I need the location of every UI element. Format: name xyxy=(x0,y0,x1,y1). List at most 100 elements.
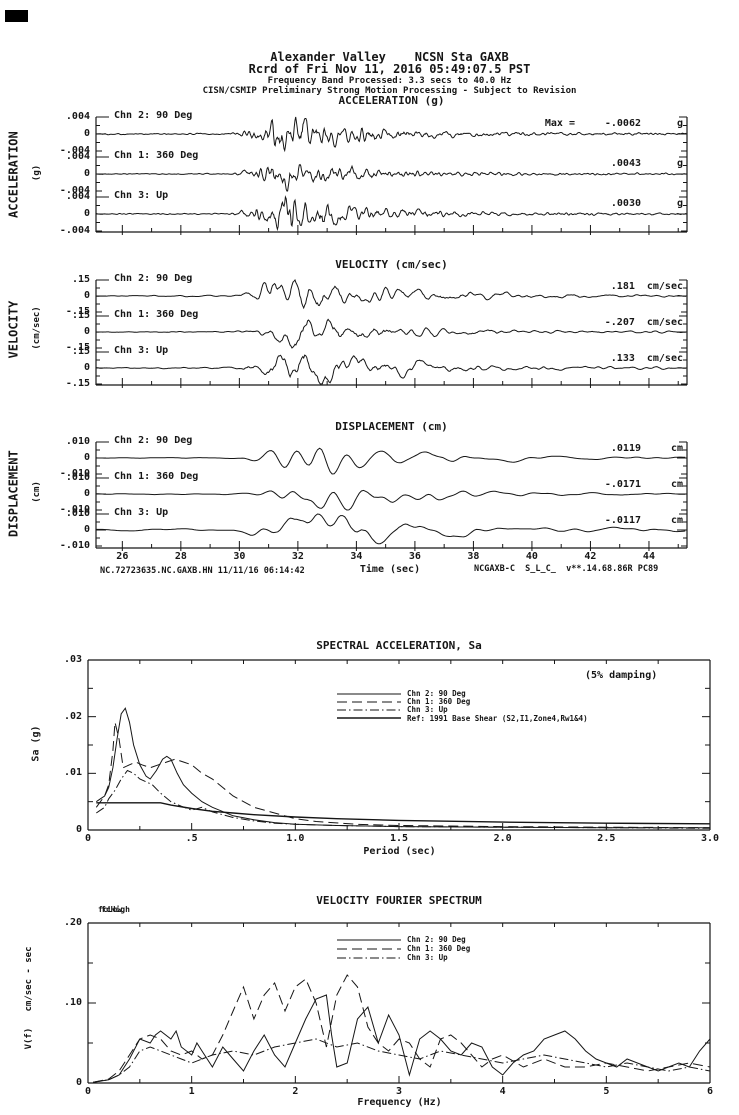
x-tick-label: 44 xyxy=(642,551,655,562)
legend-item: Chn 1: 360 Deg xyxy=(337,697,470,706)
peak-mv: -.0171 xyxy=(604,479,641,490)
channel-label: Chn 2: 90 Deg xyxy=(114,273,193,284)
y-tick-label: .15 xyxy=(71,310,90,321)
legend-item: Chn 3: Up xyxy=(337,953,448,962)
peak-mpfx: Max = xyxy=(544,118,575,129)
displacement-panel: .010 0 -.010 Chn 2: 90 Deg .0119 cm .010 0 -.010… xyxy=(0,434,739,584)
legend-line-sample xyxy=(337,938,401,941)
legend-label: Chn 1: 360 Deg xyxy=(407,943,471,953)
legend-line-sample xyxy=(337,709,401,711)
y-tick-label: 0 xyxy=(83,208,90,219)
y-tick-label: 0 xyxy=(83,290,90,301)
legend-item: Chn 2: 90 Deg xyxy=(337,935,466,944)
legend-label: Chn 2: 90 Deg xyxy=(407,688,466,698)
peak-annotation: .181 cm/sec xyxy=(420,281,683,292)
x-tick-label: 30 xyxy=(233,551,246,562)
time-axis-label: Time (sec) xyxy=(359,564,421,575)
x-tick-label: 1.0 xyxy=(286,833,305,844)
acceleration-chart xyxy=(95,116,688,235)
y-tick-label: -.010 xyxy=(59,468,90,479)
displacement-chart xyxy=(95,441,688,551)
y-tick-label: .010 xyxy=(65,508,90,519)
y-tick-label: .010 xyxy=(65,436,90,447)
processing-version-footer: NCGAXB-C S_L_C_ v**.14.68.86R PC89 xyxy=(474,564,659,574)
x-tick-label: 3 xyxy=(395,1086,403,1097)
series-chn-3-up xyxy=(96,769,711,829)
y-tick-label: .15 xyxy=(71,346,90,357)
y-tick-label: 0 xyxy=(83,168,90,179)
fourier-plot-title: VELOCITY FOURIER SPECTRUM xyxy=(316,894,482,907)
x-tick-label: .5 xyxy=(185,833,198,844)
y-tick-label: .004 xyxy=(65,151,90,162)
series-chn-3-up xyxy=(93,1038,711,1083)
velocity-fourier-spectrum-chart xyxy=(87,922,711,1084)
x-tick-label: 36 xyxy=(408,551,421,562)
y-tick-label: 0 xyxy=(83,452,90,463)
sa-plot-panel: 0 .5 1.0 1.5 2.0 2.5 3.0 .03 .02 .01 0 Chn 2: 90 De… xyxy=(0,636,739,876)
y-tick-label: 0 xyxy=(83,128,90,139)
fourier-plot-panel: 0 1 2 3 4 5 6 .20 .10 0 Chn 2: 90 Deg Chn 1: 360 De… xyxy=(0,893,739,1115)
velocity-chart xyxy=(95,278,688,388)
y-tick-label: -.010 xyxy=(59,504,90,515)
x-tick-label: 26 xyxy=(116,551,129,562)
station-title: Alexander Valley NCSN Sta GAXB xyxy=(270,50,509,64)
legend-line-sample xyxy=(337,947,401,950)
acceleration-title: ACCELERATION (g) xyxy=(338,94,445,107)
x-tick-label: 6 xyxy=(706,1086,714,1097)
spectral-acceleration-chart xyxy=(87,659,711,831)
frequency-axis-label: Frequency (Hz) xyxy=(357,1097,442,1108)
legend-item: Chn 1: 360 Deg xyxy=(337,944,470,953)
y-tick-label: -.15 xyxy=(65,342,90,353)
series-chn-1-360-deg xyxy=(95,722,711,829)
x-tick-label: 1 xyxy=(188,1086,195,1097)
fc-low-label: fcLow xyxy=(98,905,123,914)
velocity-title: VELOCITY (cm/sec) xyxy=(335,258,448,271)
peak-mu: cm xyxy=(670,479,683,490)
velocity-trace-3 xyxy=(95,354,686,385)
peak-mv: -.0062 xyxy=(604,118,641,129)
peak-mv: .181 xyxy=(610,281,635,292)
series-chn-1-360-deg xyxy=(93,974,711,1083)
legend-line-sample xyxy=(337,701,401,703)
peak-mu: g xyxy=(676,158,683,169)
velocity-trace-1 xyxy=(96,278,687,310)
y-tick-label: .20 xyxy=(63,917,82,928)
y-tick-label: 0 xyxy=(75,824,82,835)
x-tick-label: 3.0 xyxy=(700,833,720,844)
channel-label: Chn 3: Up xyxy=(114,507,169,518)
peak-annotation: .0030 g xyxy=(420,198,683,209)
y-tick-label: 0 xyxy=(83,362,90,373)
peak-annotation: .0043 g xyxy=(420,158,683,169)
plot-box xyxy=(87,659,711,831)
x-tick-label: 2.5 xyxy=(597,833,616,844)
displacement-title: DISPLACEMENT (cm) xyxy=(335,420,448,433)
velocity-trace-2 xyxy=(96,318,687,349)
y-tick-label: .01 xyxy=(63,767,82,779)
axis-ticks xyxy=(88,660,710,830)
x-tick-label: 2 xyxy=(292,1086,299,1097)
acceleration-trace-1 xyxy=(95,116,687,153)
x-tick-label: 1.5 xyxy=(389,833,409,844)
acceleration-panel: .004 0 -.004 Chn 2: 90 Deg Max = -.0062 g .004 0… xyxy=(0,108,739,258)
peak-annotation: -.0117 cm xyxy=(420,515,683,526)
axis-ticks xyxy=(96,116,687,235)
y-tick-label: 0 xyxy=(83,488,90,499)
record-date: Rcrd of Fri Nov 11, 2016 05:49:07.5 PST xyxy=(248,62,531,76)
x-tick-label: 34 xyxy=(350,551,363,562)
legend-label: Ref: 1991 Base Shear (S2,I1,Zone4,Rw1&4) xyxy=(407,713,588,723)
peak-mv: .0030 xyxy=(610,198,641,209)
channel-label: Chn 2: 90 Deg xyxy=(114,435,193,446)
legend-label: Chn 3: Up xyxy=(407,952,448,962)
legend-line-sample xyxy=(337,956,401,959)
y-tick-label: -.004 xyxy=(59,145,90,156)
velocity-panel: .15 0 -.15 Chn 2: 90 Deg .181 cm/sec .15 0 -.15 C… xyxy=(0,272,739,402)
y-tick-label: -.004 xyxy=(59,225,90,236)
y-tick-label: .03 xyxy=(63,654,82,665)
displacement-trace-3 xyxy=(96,513,686,545)
peak-mu: g xyxy=(676,118,683,129)
legend-item: Chn 2: 90 Deg xyxy=(337,689,466,698)
legend-item: Chn 3: Up xyxy=(337,706,448,715)
y-tick-label: -.010 xyxy=(59,540,90,551)
peak-mu: cm/sec xyxy=(646,353,683,364)
